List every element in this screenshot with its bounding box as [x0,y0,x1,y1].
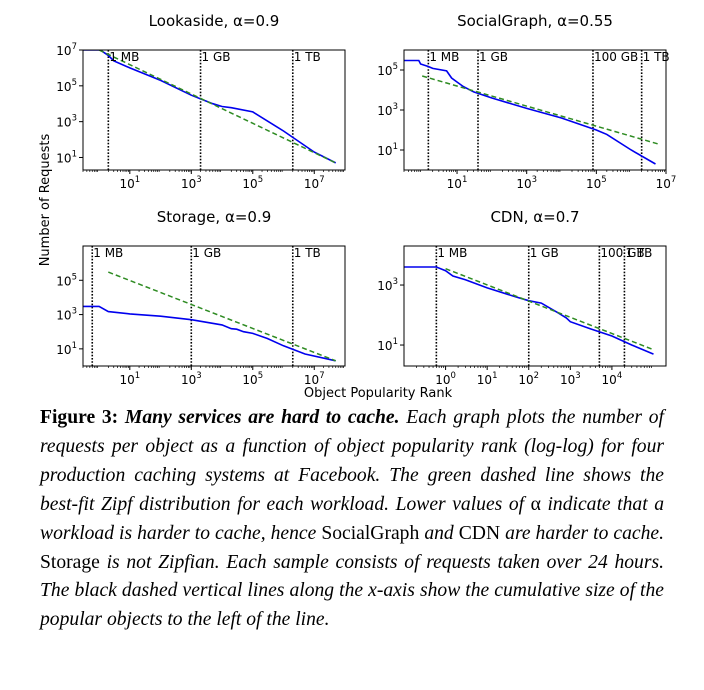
size-marker-label: 1 MB [437,246,467,260]
plot-area [404,50,659,170]
x-tick-label: 105 [586,175,607,191]
size-marker-label: 100 GB [594,50,638,64]
y-tick-label: 103 [56,307,77,323]
zipf-fit-line [108,271,336,362]
caption-label: Figure 3: [40,407,119,428]
y-tick-label: 101 [56,341,77,357]
caption-text-2: indicate that a workload is harder to ca… [40,493,664,544]
plot-area [83,246,336,366]
caption-name-cdn: CDN [458,522,501,544]
size-marker-label: 1 GB [479,50,508,64]
caption-text-4: are harder to cache. [505,522,665,544]
plot-frame [82,245,346,367]
size-marker-label: 1 TB [294,50,321,64]
chart-panel-2: SocialGraph, α=0.55 1 MB 1 GB 100 GB 1 TB 101… [377,12,676,191]
caption-name-socialgraph: SocialGraph [321,522,420,544]
request-count-line [83,50,337,164]
size-marker-label: 1 TB [625,246,652,260]
figure-canvas: Number of Requests Object Popularity Ran… [38,12,676,400]
x-tick-label: 101 [447,175,468,191]
size-marker-label: 1 TB [294,246,321,260]
plot-area [83,50,337,170]
x-tick-label: 101 [477,371,498,387]
y-tick-label: 105 [56,272,77,288]
caption-alpha: α [530,493,541,515]
shared-x-axis-label: Object Popularity Rank [304,386,453,400]
chart-title: Storage, α=0.9 [157,208,272,226]
chart-title: Lookaside, α=0.9 [149,12,280,30]
y-tick-label: 101 [56,149,77,165]
y-tick-label: 103 [377,277,398,293]
caption-text-1: Each graph plots the number of requests … [40,407,665,515]
y-tick-label: 105 [377,62,398,78]
y-tick-label: 101 [377,337,398,353]
x-tick-label: 103 [181,371,202,387]
size-marker-label: 1 MB [109,50,139,64]
x-tick-label: 103 [560,371,581,387]
plot-frame [403,245,667,367]
x-tick-label: 107 [656,175,677,191]
caption-headline: Many services are hard to cache. [124,407,400,428]
figure-caption: Figure 3: Many services are hard to cach… [40,404,664,635]
size-marker-label: 1 GB [202,50,231,64]
chart-panel-1: Lookaside, α=0.9 1 MB 1 GB 1 TB 101 103 105 107… [56,12,346,191]
request-count-line [83,305,336,362]
size-marker-label: 1 MB [93,246,123,260]
chart-title: SocialGraph, α=0.55 [457,12,613,30]
y-tick-label: 105 [56,78,77,94]
y-tick-label: 103 [377,102,398,118]
x-tick-label: 103 [181,175,202,191]
size-marker-label: 1 MB [429,50,459,64]
chart-panel-4: CDN, α=0.7 1 MB 1 GB 100 GB1 TB 100 101 102 103… [377,208,667,387]
x-tick-label: 102 [518,371,539,387]
request-count-line [404,266,654,355]
zipf-fit-line [98,50,337,164]
plot-area [404,246,654,366]
zipf-fit-line [445,268,654,351]
chart-title: CDN, α=0.7 [490,208,579,226]
y-tick-label: 103 [56,114,77,130]
request-count-line [404,59,656,165]
size-marker-label: 1 GB [192,246,221,260]
caption-name-storage: Storage [40,551,100,573]
x-tick-label: 107 [304,175,325,191]
chart-panel-3: Storage, α=0.9 1 MB 1 GB 1 TB 101 103 105 107 10… [56,208,346,387]
plot-frame [82,49,346,171]
shared-y-axis-label: Number of Requests [38,133,53,266]
x-tick-label: 101 [119,371,140,387]
x-tick-label: 104 [602,371,623,387]
x-tick-label: 101 [119,175,140,191]
size-marker-label: 100 GB [600,246,644,260]
x-tick-label: 103 [516,175,537,191]
x-tick-label: 105 [242,371,263,387]
caption-text-5: is not Zipfian. Each sample consists of … [40,551,664,631]
size-marker-label: 1 GB [530,246,559,260]
y-tick-label: 107 [56,42,77,58]
x-tick-label: 105 [242,175,263,191]
size-marker-label: 1 TB [643,50,670,64]
y-tick-label: 101 [377,142,398,158]
zipf-fit-line [421,75,659,145]
caption-text-3: and [424,522,454,544]
x-tick-label: 100 [435,371,456,387]
x-tick-label: 107 [304,371,325,387]
